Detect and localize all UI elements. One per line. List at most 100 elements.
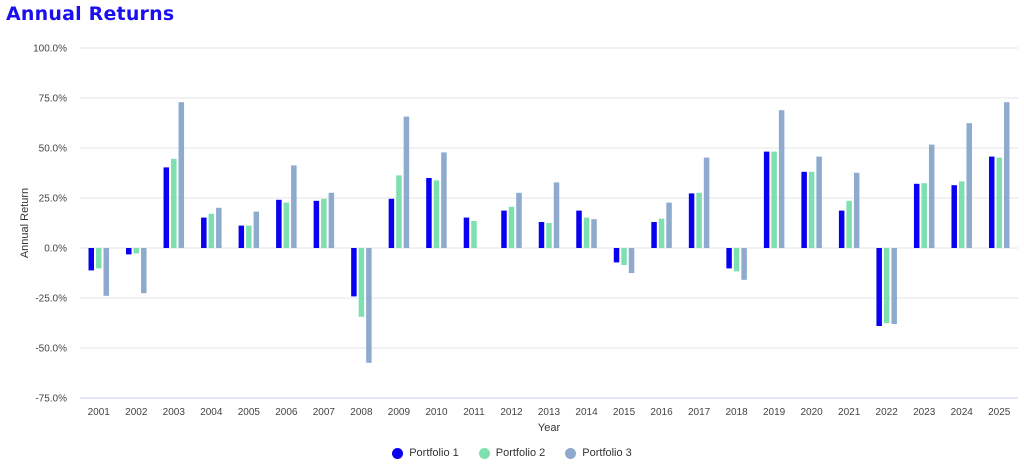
x-tick-label: 2002: [125, 407, 148, 418]
bar-2024-series-2[interactable]: [958, 181, 965, 248]
bar-2004-series-2[interactable]: [208, 213, 215, 248]
bar-2019-series-2[interactable]: [771, 151, 777, 248]
x-tick-label: 2021: [838, 407, 861, 418]
x-tick-label: 2003: [163, 407, 186, 418]
bar-2017-series-2[interactable]: [696, 192, 702, 248]
bar-2007-series-3[interactable]: [328, 192, 335, 248]
bar-2023-series-3[interactable]: [928, 144, 935, 248]
x-tick-label: 2011: [463, 407, 485, 418]
bar-2008-series-2[interactable]: [358, 248, 365, 317]
bar-2006-series-3[interactable]: [291, 165, 297, 248]
legend-label: Portfolio 1: [409, 447, 459, 459]
bar-2002-series-1[interactable]: [126, 248, 132, 255]
bar-2007-series-2[interactable]: [321, 198, 327, 248]
bar-2025-series-1[interactable]: [988, 156, 995, 248]
y-tick-label: -75.0%: [35, 394, 67, 405]
bar-2012-series-2[interactable]: [508, 206, 515, 248]
legend: Portfolio 1 Portfolio 2 Portfolio 3: [0, 447, 1024, 459]
x-axis-label: Year: [538, 422, 561, 434]
bar-2009-series-1[interactable]: [388, 198, 395, 248]
bar-2010-series-2[interactable]: [433, 180, 440, 248]
bar-2024-series-3[interactable]: [966, 123, 972, 248]
bar-2016-series-1[interactable]: [651, 222, 657, 248]
bar-2018-series-2[interactable]: [733, 248, 740, 272]
bar-2005-series-2[interactable]: [246, 225, 252, 248]
bar-2013-series-3[interactable]: [553, 182, 560, 248]
bar-2005-series-3[interactable]: [253, 211, 260, 248]
bar-2004-series-3[interactable]: [216, 207, 222, 248]
bar-2005-series-1[interactable]: [238, 225, 245, 248]
bar-2019-series-3[interactable]: [778, 110, 785, 248]
bar-2004-series-1[interactable]: [201, 217, 207, 248]
bar-2013-series-2[interactable]: [546, 223, 552, 248]
legend-item-portfolio-3[interactable]: Portfolio 3: [565, 447, 632, 459]
bar-2022-series-2[interactable]: [883, 248, 890, 324]
bar-2021-series-1[interactable]: [838, 210, 845, 248]
y-tick-label: -50.0%: [35, 344, 67, 355]
bar-2020-series-2[interactable]: [808, 171, 815, 248]
x-tick-label: 2005: [238, 407, 261, 418]
bar-2007-series-1[interactable]: [313, 200, 320, 248]
x-tick-label: 2020: [801, 407, 824, 418]
x-tick-label: 2019: [763, 407, 786, 418]
bar-2003-series-1[interactable]: [163, 167, 170, 248]
y-axis-label: Annual Return: [19, 188, 31, 258]
legend-label: Portfolio 2: [495, 447, 546, 459]
bar-2016-series-3[interactable]: [666, 202, 672, 248]
bar-2012-series-1[interactable]: [501, 210, 507, 248]
bar-2003-series-2[interactable]: [171, 158, 177, 248]
bar-2014-series-3[interactable]: [591, 219, 597, 248]
bar-2021-series-3[interactable]: [853, 172, 860, 248]
x-tick-label: 2006: [275, 407, 298, 418]
bar-2009-series-2[interactable]: [396, 175, 402, 248]
bar-2023-series-2[interactable]: [921, 183, 927, 248]
bar-2015-series-2[interactable]: [621, 248, 627, 265]
x-tick-label: 2018: [725, 407, 748, 418]
bar-2001-series-1[interactable]: [88, 248, 95, 271]
bar-2009-series-3[interactable]: [403, 116, 410, 248]
bar-2010-series-1[interactable]: [426, 178, 432, 248]
bars: [88, 102, 1010, 363]
bar-2020-series-3[interactable]: [816, 156, 822, 248]
bar-2014-series-2[interactable]: [583, 217, 590, 248]
y-tick-label: 75.0%: [39, 94, 67, 105]
y-tick-label: 100.0%: [33, 44, 67, 55]
bar-2011-series-1[interactable]: [463, 217, 470, 248]
bar-2012-series-3[interactable]: [516, 192, 522, 248]
bar-2025-series-2[interactable]: [996, 157, 1002, 248]
bar-2024-series-1[interactable]: [951, 185, 957, 248]
bar-2008-series-3[interactable]: [366, 248, 372, 363]
bar-2002-series-2[interactable]: [133, 248, 140, 254]
bar-2008-series-1[interactable]: [351, 248, 357, 297]
bar-2020-series-1[interactable]: [801, 171, 807, 248]
bar-2019-series-1[interactable]: [763, 151, 770, 248]
legend-item-portfolio-1[interactable]: Portfolio 1: [392, 447, 459, 459]
bar-2001-series-2[interactable]: [96, 248, 102, 269]
legend-item-portfolio-2[interactable]: Portfolio 2: [478, 447, 546, 459]
bar-2002-series-3[interactable]: [141, 248, 147, 294]
bar-2018-series-1[interactable]: [726, 248, 732, 269]
bar-2017-series-1[interactable]: [688, 193, 695, 248]
bar-2003-series-3[interactable]: [178, 102, 185, 248]
x-tick-label: 2016: [650, 407, 673, 418]
bar-2006-series-1[interactable]: [276, 199, 282, 248]
legend-marker-icon: [392, 447, 404, 459]
bar-2016-series-2[interactable]: [658, 218, 665, 248]
bar-2010-series-3[interactable]: [441, 152, 447, 248]
bar-2013-series-1[interactable]: [538, 222, 545, 248]
bar-2011-series-2[interactable]: [471, 221, 477, 248]
bar-2023-series-1[interactable]: [913, 183, 920, 248]
x-tick-label: 2017: [688, 407, 711, 418]
bar-2022-series-1[interactable]: [876, 248, 882, 326]
bar-2006-series-2[interactable]: [283, 202, 290, 248]
bar-2015-series-1[interactable]: [613, 248, 620, 263]
bar-2022-series-3[interactable]: [891, 248, 897, 324]
bar-2015-series-3[interactable]: [628, 248, 635, 273]
bar-2025-series-3[interactable]: [1003, 102, 1010, 248]
bar-2021-series-2[interactable]: [846, 200, 852, 248]
bar-2017-series-3[interactable]: [703, 157, 710, 248]
x-axis-ticks: 2001 2002 2003 2004 2005 2006 2007 2008 2009 2010…: [88, 407, 1011, 418]
bar-2018-series-3[interactable]: [741, 248, 747, 280]
bar-2014-series-1[interactable]: [576, 210, 582, 248]
bar-2001-series-3[interactable]: [103, 248, 110, 296]
